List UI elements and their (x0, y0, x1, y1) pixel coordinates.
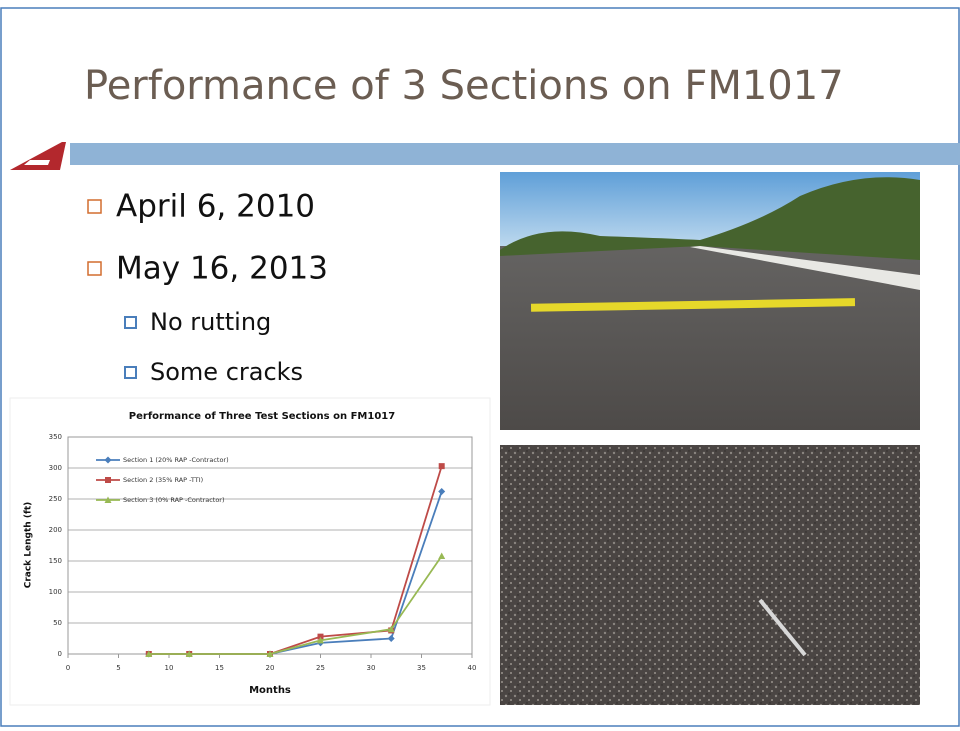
marker (439, 463, 445, 469)
bullet-icon (88, 262, 101, 275)
y-tick-label: 250 (49, 495, 62, 503)
title-bar (70, 143, 960, 165)
sub-bullet-icon (125, 317, 136, 328)
x-tick-label: 35 (417, 664, 426, 672)
sub-bullet: Some cracks (150, 358, 303, 386)
chart-area (10, 398, 490, 705)
y-tick-label: 150 (49, 557, 62, 565)
y-tick-label: 0 (58, 650, 62, 658)
slide-title: Performance of 3 Sections on FM1017 (84, 63, 844, 109)
pavement-photo (500, 445, 920, 705)
x-tick-label: 0 (66, 664, 70, 672)
legend-label: Section 2 (35% RAP -TTI) (123, 476, 203, 484)
x-tick-label: 40 (468, 664, 477, 672)
legend-label: Section 3 (0% RAP -Contractor) (123, 496, 225, 504)
x-axis-label: Months (249, 685, 291, 696)
x-tick-label: 20 (266, 664, 275, 672)
sub-bullet-icon (125, 367, 136, 378)
y-tick-label: 50 (53, 619, 62, 627)
bullet-icon (88, 200, 101, 213)
x-tick-label: 10 (165, 664, 174, 672)
y-tick-label: 350 (49, 433, 62, 441)
legend-marker (105, 477, 111, 483)
legend-label: Section 1 (20% RAP -Contractor) (123, 456, 229, 464)
bullet: May 16, 2013 (116, 251, 328, 287)
x-tick-label: 25 (316, 664, 325, 672)
y-axis-label: Crack Length (ft) (24, 502, 34, 589)
sub-bullet: No rutting (150, 308, 271, 336)
y-tick-label: 200 (49, 526, 62, 534)
bullet: April 6, 2010 (116, 189, 315, 225)
slide: Performance of 3 Sections on FM1017 Apri… (0, 0, 960, 727)
x-tick-label: 5 (116, 664, 120, 672)
x-tick-label: 15 (215, 664, 224, 672)
chart-title: Performance of Three Test Sections on FM… (129, 411, 395, 422)
x-tick-label: 30 (367, 664, 376, 672)
logo (10, 142, 66, 170)
y-tick-label: 100 (49, 588, 62, 596)
y-tick-label: 300 (49, 464, 62, 472)
road-photo (500, 172, 920, 430)
